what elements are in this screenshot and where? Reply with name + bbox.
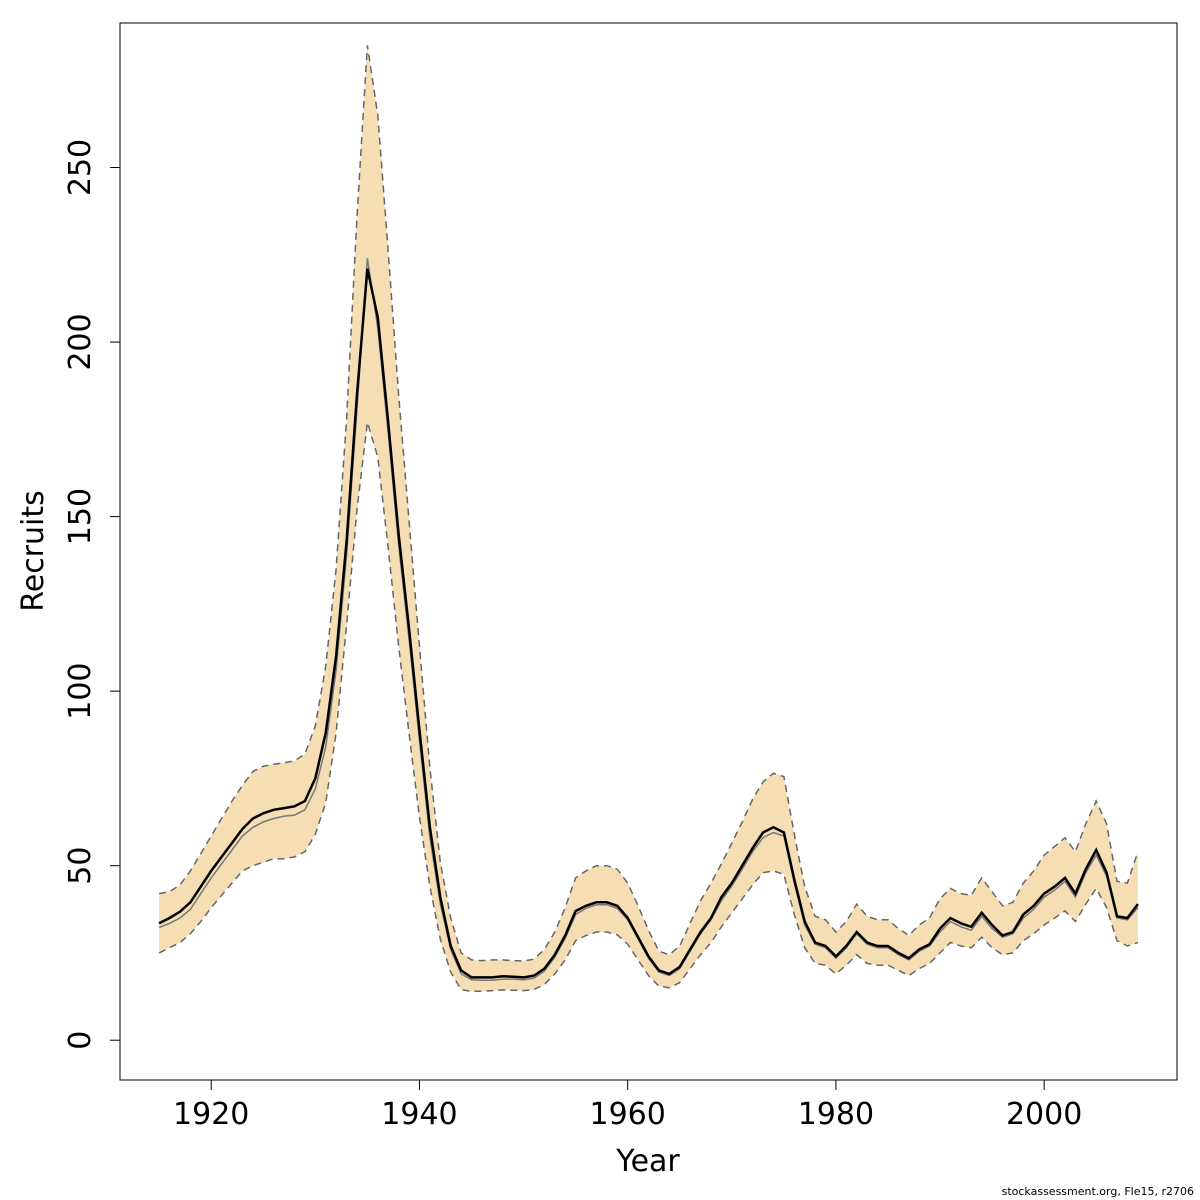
x-tick-label: 1960 [589,1097,665,1132]
confidence-band-area [159,45,1138,992]
y-tick-label: 0 [63,1031,98,1050]
estimate-line [158,268,1139,979]
y-tick-label: 200 [63,313,98,370]
footer-credit: stockassessment.org, Fle15, r2706 [1001,1185,1194,1198]
y-axis: 0 50 100 150 200 250 [63,139,121,1050]
series-lines [158,45,1139,993]
y-tick-label: 100 [63,662,98,719]
x-tick-label: 1920 [173,1097,249,1132]
y-tick-label: 250 [63,139,98,196]
x-tick-label: 2000 [1006,1097,1082,1132]
x-axis: 1920 1940 1960 1980 2000 [173,1079,1082,1132]
x-tick-label: 1940 [381,1097,457,1132]
lower-bound-line [158,422,1139,993]
confidence-band [159,45,1138,992]
alternate-estimate-line [158,258,1139,981]
upper-bound-line [158,45,1139,962]
y-tick-label: 150 [63,488,98,545]
x-tick-label: 1980 [798,1097,874,1132]
x-axis-title: Year [615,1144,680,1179]
y-axis-title: Recruits [16,490,51,612]
y-tick-label: 50 [63,847,98,885]
